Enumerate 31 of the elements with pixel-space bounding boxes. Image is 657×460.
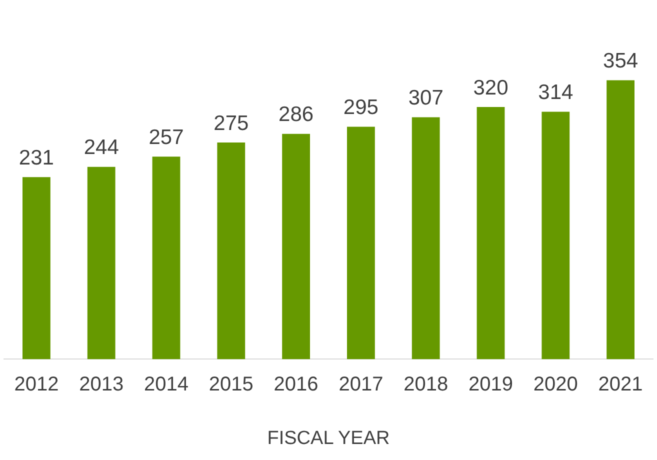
bar	[152, 156, 180, 360]
bar	[217, 142, 246, 360]
x-tick-label: 2021	[598, 374, 643, 396]
x-tick-label: 2018	[404, 374, 448, 396]
x-tick-label: 2016	[274, 374, 318, 396]
x-tick-label: 2020	[533, 374, 578, 396]
bar	[22, 177, 50, 360]
data-label: 295	[343, 96, 378, 120]
bar	[542, 112, 570, 360]
data-label: 257	[148, 126, 184, 149]
data-label: 244	[84, 136, 120, 160]
bar	[606, 80, 635, 360]
bar	[412, 117, 440, 360]
data-label: 275	[214, 112, 249, 135]
data-label: 231	[18, 146, 54, 170]
bar	[476, 107, 505, 360]
data-label: 354	[603, 50, 638, 73]
x-tick-label: 2017	[338, 374, 384, 396]
x-tick-label: 2014	[144, 374, 188, 396]
x-tick-label: 2012	[14, 374, 59, 396]
data-label: 307	[408, 86, 444, 110]
data-label: 314	[538, 81, 574, 104]
bar	[87, 166, 116, 360]
bar	[346, 126, 375, 360]
data-label: 320	[473, 76, 508, 100]
bar	[282, 134, 310, 360]
x-tick-label: 2013	[79, 374, 124, 396]
x-axis-title: FISCAL YEAR	[267, 428, 390, 449]
x-tick-label: 2015	[208, 374, 254, 396]
x-tick-label: 2019	[468, 374, 513, 396]
data-label: 286	[278, 103, 314, 126]
